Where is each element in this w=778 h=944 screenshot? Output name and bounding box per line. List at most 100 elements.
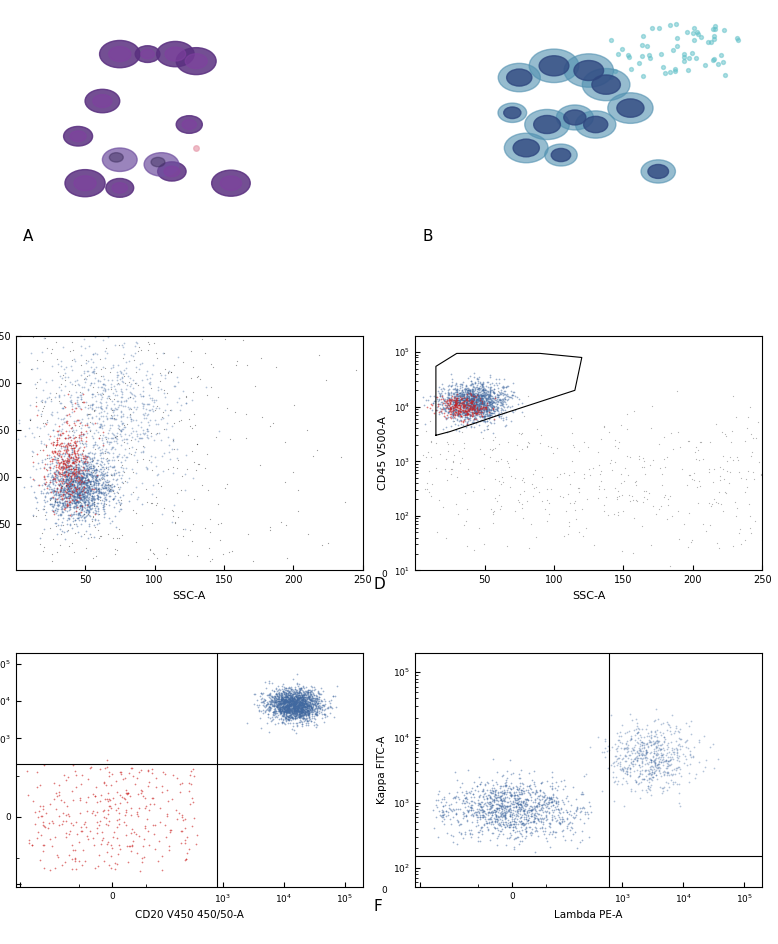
Point (156, 848, 168, 863)
Point (487, 784, 499, 799)
Point (184, 419, 196, 434)
Point (61, 454, 73, 469)
Point (70, 480, 82, 496)
Point (484, 388, 496, 403)
Point (499, 801, 511, 816)
Point (542, 791, 555, 806)
Point (503, 808, 516, 823)
Point (280, 706, 293, 721)
Point (487, 403, 499, 418)
Point (164, 451, 177, 466)
Point (631, 494, 643, 509)
Point (35, 409, 47, 424)
Point (468, 403, 480, 418)
Point (681, 733, 693, 748)
Point (474, 378, 486, 393)
Point (93, 461, 106, 476)
Point (76, 488, 89, 503)
Point (631, 716, 643, 731)
Point (264, 702, 276, 717)
Point (283, 699, 296, 714)
Point (475, 395, 487, 410)
Point (538, 797, 550, 812)
Point (438, 816, 450, 831)
Point (506, 796, 518, 811)
Point (516, 829, 528, 844)
Point (605, 707, 617, 722)
Point (279, 710, 292, 725)
Point (529, 816, 541, 831)
Point (478, 400, 490, 415)
Point (640, 763, 652, 778)
Point (279, 702, 292, 717)
Point (499, 383, 511, 398)
Point (75, 484, 87, 499)
Point (524, 781, 536, 796)
Point (472, 404, 485, 419)
Point (643, 767, 655, 782)
Point (461, 396, 473, 412)
Point (98, 760, 110, 775)
Point (636, 37, 648, 52)
Point (45, 814, 58, 829)
Point (61, 453, 73, 468)
Point (82, 471, 94, 486)
Point (68, 470, 81, 485)
Point (124, 447, 137, 462)
Point (289, 695, 301, 710)
Point (475, 395, 487, 410)
Point (58, 476, 71, 491)
Point (75, 483, 88, 498)
Point (86, 512, 98, 527)
Point (70, 815, 82, 830)
Point (438, 394, 450, 409)
Point (752, 455, 765, 470)
Point (534, 810, 546, 825)
Point (286, 706, 298, 721)
Point (612, 774, 624, 789)
Point (436, 802, 449, 818)
Point (512, 801, 524, 817)
Point (287, 701, 300, 716)
Point (51, 464, 64, 480)
Point (478, 396, 490, 411)
Point (300, 689, 313, 704)
Point (661, 737, 673, 752)
Point (461, 399, 474, 414)
Point (26, 329, 39, 344)
Point (482, 806, 494, 821)
Point (443, 392, 455, 407)
Point (639, 750, 651, 765)
Point (464, 789, 477, 804)
Point (56, 492, 68, 507)
Point (640, 744, 653, 759)
Point (37, 837, 50, 852)
Point (494, 791, 506, 806)
Point (65, 482, 77, 497)
Point (283, 705, 296, 720)
Point (287, 690, 300, 705)
Point (457, 398, 469, 413)
Point (47, 480, 60, 496)
Point (443, 391, 455, 406)
Point (442, 804, 454, 819)
Point (83, 760, 96, 775)
Point (60, 473, 72, 488)
Point (75, 425, 87, 440)
Point (559, 833, 571, 848)
Point (60, 466, 72, 481)
Point (633, 748, 645, 763)
Point (534, 821, 546, 836)
Point (296, 697, 309, 712)
Point (474, 799, 486, 814)
Point (289, 702, 302, 717)
Point (481, 392, 493, 407)
Point (267, 699, 279, 714)
Point (651, 712, 664, 727)
Point (297, 687, 310, 702)
Point (311, 700, 324, 716)
Point (80, 448, 93, 464)
Point (36, 526, 48, 541)
Point (61, 807, 74, 822)
Point (498, 785, 510, 801)
